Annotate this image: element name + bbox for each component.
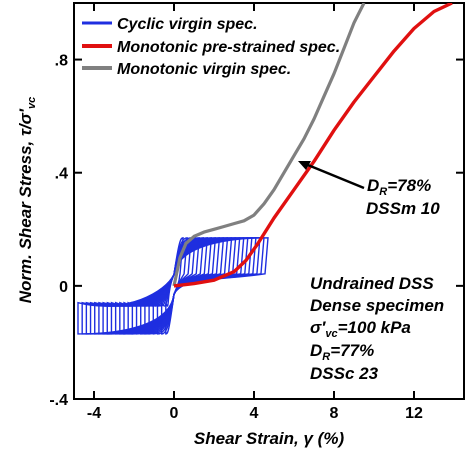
y-tick-label: 0 <box>59 279 68 296</box>
series-line-monotonic-prestrained <box>173 3 453 288</box>
cyclic-loop <box>77 237 269 335</box>
annotation-text: D <box>310 341 322 360</box>
annotation-arrow <box>302 161 365 190</box>
x-tick-labels: -4 0 4 8 12 <box>87 405 423 422</box>
x-tick-label: 12 <box>405 405 423 422</box>
annotation-line5: DSSc 23 <box>310 364 379 383</box>
y-axis-title-main: Norm. Shear Stress, τ/σ′ <box>16 108 35 303</box>
series-layer <box>77 3 453 335</box>
subscript-text: vc <box>325 328 337 340</box>
y-tick-label: .8 <box>55 53 68 70</box>
y-tick-label: -.4 <box>49 392 68 409</box>
annotation-text: =77% <box>330 341 374 360</box>
subscript-text: R <box>322 351 330 363</box>
annotation-line2: Dense specimen <box>310 296 444 315</box>
annotation-text: =100 kPa <box>338 318 411 337</box>
annotation-dr-monotonic: DR=78% <box>367 176 431 198</box>
x-tick-label: 4 <box>250 405 259 422</box>
cyclic-annotation: Undrained DSS Dense specimen σ′vc=100 kP… <box>310 274 444 383</box>
x-tick-label: 0 <box>170 405 179 422</box>
legend-label-monotonic-prestrained: Monotonic pre-strained spec. <box>117 39 340 56</box>
subscript-text: R <box>379 186 387 198</box>
x-axis-title: Shear Strain, γ (%) <box>194 429 345 448</box>
legend-label-cyclic: Cyclic virgin spec. <box>117 16 258 33</box>
y-axis-title-subscript: vc <box>26 97 38 109</box>
annotation-arrowhead <box>298 161 311 170</box>
y-axis-title: Norm. Shear Stress, τ/σ′vc <box>16 97 38 304</box>
legend: Cyclic virgin spec. Monotonic pre-strain… <box>82 16 340 78</box>
annotation-text: D <box>367 176 379 195</box>
y-tick-label: .4 <box>55 166 68 183</box>
annotation-line4: DR=77% <box>310 341 374 363</box>
annotation-line3: σ′vc=100 kPa <box>310 318 411 340</box>
annotation-text: σ′ <box>310 318 326 337</box>
y-tick-labels: -.4 0 .4 .8 <box>49 53 68 409</box>
annotation-line1: Undrained DSS <box>310 274 434 293</box>
series-line-monotonic-virgin <box>172 3 366 287</box>
monotonic-annotation: DR=78% DSSm 10 <box>298 161 440 218</box>
annotation-id-monotonic: DSSm 10 <box>366 199 440 218</box>
annotation-text: =78% <box>387 176 431 195</box>
x-tick-label: 8 <box>330 405 339 422</box>
legend-label-monotonic-virgin: Monotonic virgin spec. <box>117 61 291 78</box>
axis-ticks <box>74 3 464 400</box>
x-tick-label: -4 <box>87 405 101 422</box>
